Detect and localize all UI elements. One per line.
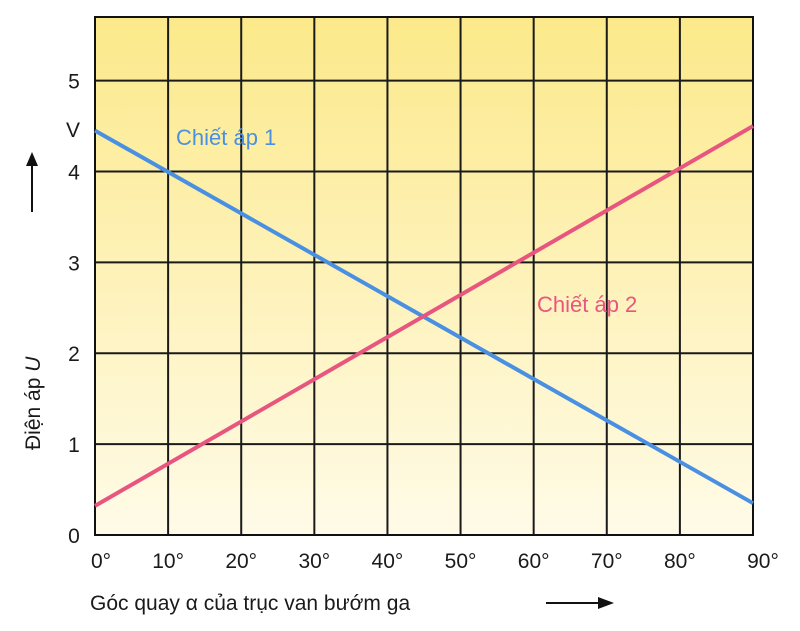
plot-background (95, 17, 753, 535)
y-tick-labels: 0 1 2 3 4 5 (68, 71, 80, 548)
series-label-chiet-ap-2: Chiết áp 2 (537, 292, 637, 317)
y-axis-label-text: Điện áp (22, 378, 45, 450)
x-tick-label: 20° (225, 550, 257, 573)
x-tick-label: 60° (518, 550, 550, 573)
series-label-chiet-ap-1: Chiết áp 1 (176, 125, 276, 150)
y-tick-label: 0 (68, 525, 80, 548)
x-tick-label: 10° (152, 550, 184, 573)
x-tick-labels: 0° 10° 20° 30° 40° 50° 60° 70° 80° 90° (91, 550, 779, 573)
y-axis-arrow (26, 152, 38, 212)
y-tick-label: 1 (68, 434, 80, 457)
x-tick-label: 40° (372, 550, 404, 573)
x-tick-label: 70° (591, 550, 623, 573)
y-tick-label: 2 (68, 343, 80, 366)
series-lines (94, 124, 754, 508)
plot-frame (94, 16, 754, 536)
y-axis-label-symbol: U (22, 356, 45, 372)
y-axis-label: Điện áp U (22, 356, 45, 450)
svg-text:Điện áp U: Điện áp U (22, 356, 45, 450)
x-tick-label: 30° (298, 550, 330, 573)
x-tick-label: 50° (445, 550, 477, 573)
x-axis-label: Góc quay α của trục van bướm ga (90, 592, 410, 615)
y-tick-label: 4 (68, 161, 80, 184)
x-axis-arrow (546, 597, 614, 609)
y-tick-label: 3 (68, 252, 80, 275)
y-unit-label: V (66, 119, 80, 142)
x-tick-label: 0° (91, 550, 111, 573)
series-line-2 (94, 124, 754, 508)
x-tick-label: 90° (747, 550, 779, 573)
y-tick-label: 5 (68, 71, 80, 94)
x-tick-label: 80° (664, 550, 696, 573)
